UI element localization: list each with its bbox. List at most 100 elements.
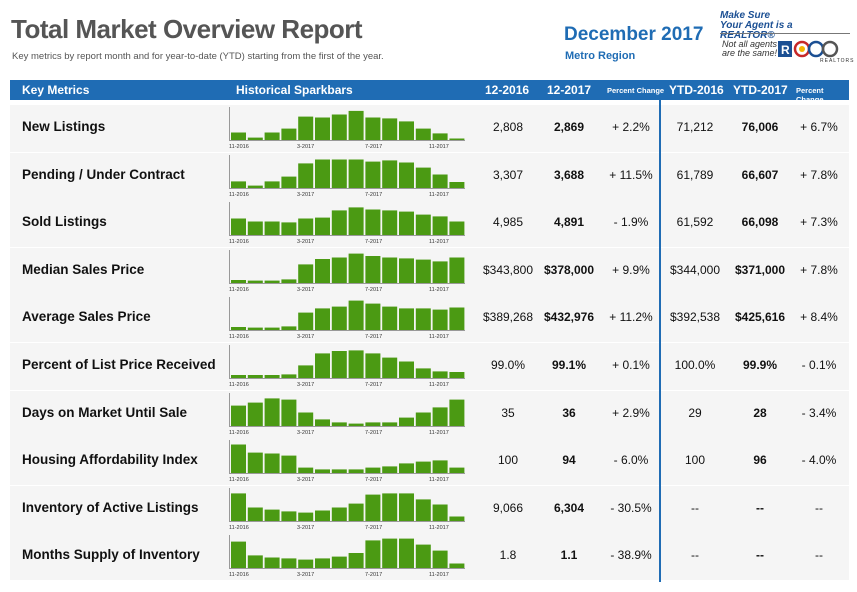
percent-change: + 11.2% — [609, 310, 653, 325]
value-12-2017: 1.1 — [560, 548, 578, 563]
sparkbar — [415, 128, 431, 140]
sparkbar — [365, 161, 381, 188]
table-row: Housing Affordability Index 100 94 - 6.0% 10… — [10, 438, 849, 486]
sparkbar — [315, 353, 330, 378]
sparkbar-tick-label: 7-2017 — [365, 287, 382, 292]
ytd-percent-change: -- — [815, 500, 823, 515]
percent-change: + 2.9% — [612, 405, 650, 420]
sparkbar — [315, 159, 330, 188]
sparkbar — [449, 257, 465, 283]
sparkbar — [281, 374, 297, 378]
sparkbar — [315, 217, 330, 236]
value-12-2016: $343,800 — [482, 262, 534, 277]
table-row: Average Sales Price $389,268 $432,976 + 11.… — [10, 295, 849, 343]
col-12-2016: 12-2016 — [485, 83, 530, 97]
value-ytd-2017: 66,607 — [741, 167, 779, 182]
sparkbar — [432, 309, 448, 331]
table-row: New Listings 2,808 2,869 + 2.2% 71,212 76,006… — [10, 105, 849, 152]
value-12-2017: 3,688 — [553, 167, 585, 182]
sparkbar-tick-label: 11-2016 — [229, 430, 249, 435]
sparkbar — [331, 421, 347, 426]
sparkbar-chart: 11-2016 3-2017 7-2017 11-2017 — [229, 154, 465, 197]
value-12-2017: 94 — [562, 453, 576, 468]
value-12-2016: 100 — [497, 453, 519, 468]
sparkbar — [348, 110, 364, 140]
sparkbar — [264, 375, 280, 378]
sparkbar — [331, 306, 347, 331]
sparkbar-tick-label: 7-2017 — [365, 572, 382, 577]
sparkbar — [298, 559, 314, 569]
value-ytd-2016: 100 — [684, 453, 706, 468]
value-12-2016: 3,307 — [492, 167, 524, 182]
sparkbar — [264, 557, 280, 569]
value-12-2017: $378,000 — [543, 262, 595, 277]
metric-name: Housing Affordability Index — [22, 452, 198, 468]
sparkbar — [281, 176, 297, 188]
sparkbar-tick-label: 7-2017 — [365, 477, 382, 482]
sparkbar — [449, 307, 465, 331]
sparkbar-chart: 11-2016 3-2017 7-2017 11-2017 — [229, 107, 465, 149]
sparkbar — [315, 510, 330, 521]
value-ytd-2017: -- — [756, 500, 764, 515]
sparkbar — [415, 368, 431, 378]
sparkbar-chart: 11-2016 3-2017 7-2017 11-2017 — [229, 487, 465, 530]
sparkbar — [348, 207, 364, 236]
sparkbar — [348, 300, 364, 331]
sparkbar-tick-label: 11-2016 — [229, 382, 249, 387]
sparkbar — [348, 503, 364, 521]
sparkbar-tick-label: 7-2017 — [365, 192, 382, 197]
sparkbar — [449, 399, 465, 426]
sparkbar — [264, 132, 280, 140]
value-12-2017: $432,976 — [543, 310, 595, 325]
sparkbar-tick-label: 3-2017 — [297, 430, 314, 435]
value-12-2017: 6,304 — [553, 500, 585, 515]
sparkbar — [399, 162, 414, 188]
sparkbar — [331, 351, 347, 378]
sparkbar-tick-label: 11-2016 — [229, 572, 249, 577]
sparkbar-chart: 11-2016 3-2017 7-2017 11-2017 — [229, 345, 465, 387]
col-ytd-percent-change: Percent Change — [796, 86, 824, 104]
sparkbar — [432, 371, 448, 378]
sparkbar-tick-label: 7-2017 — [365, 334, 382, 339]
sparkbar — [348, 553, 364, 569]
value-ytd-2017: -- — [756, 548, 764, 563]
metric-name: Pending / Under Contract — [22, 166, 185, 182]
sparkbar — [331, 257, 347, 283]
sparkbar — [247, 452, 263, 474]
sparkbar — [449, 138, 465, 140]
sparkbar — [315, 117, 330, 140]
sparkbar — [231, 541, 246, 569]
metric-name: Months Supply of Inventory — [22, 547, 200, 563]
metric-name: New Listings — [22, 119, 106, 134]
report-title: Total Market Overview Report — [11, 14, 363, 44]
sparkbar — [281, 455, 297, 474]
sparkbar — [399, 258, 414, 283]
sparkbar — [247, 402, 263, 426]
sparkbar — [264, 327, 280, 331]
sparkbar-chart: 11-2016 3-2017 7-2017 11-2017 — [229, 249, 465, 292]
value-ytd-2017: 66,098 — [741, 215, 779, 230]
ytd-percent-change: + 8.4% — [800, 310, 838, 325]
sparkbar — [365, 209, 381, 236]
sparkbar — [432, 174, 448, 188]
sparkbar — [231, 327, 246, 331]
sparkbar — [382, 306, 398, 331]
sparkbar — [315, 418, 330, 426]
sparkbar-tick-label: 11-2017 — [429, 192, 449, 197]
sparkbar — [449, 181, 465, 188]
metric-name: Sold Listings — [22, 214, 107, 230]
sparkbar-tick-label: 11-2017 — [429, 382, 449, 387]
sparkbar — [432, 406, 448, 426]
logo-org: REALTORS — [820, 58, 855, 64]
sparkbar — [348, 469, 364, 474]
sparkbar — [298, 312, 314, 331]
sparkbar — [432, 460, 448, 474]
sparkbar-tick-label: 3-2017 — [297, 382, 314, 387]
sparkbar-tick-label: 3-2017 — [297, 525, 314, 530]
sparkbar — [382, 493, 398, 521]
ytd-percent-change: -- — [815, 548, 823, 563]
value-ytd-2017: 99.9% — [742, 358, 778, 372]
sparkbar — [382, 118, 398, 140]
ytd-percent-change: + 7.8% — [800, 167, 838, 182]
col-sparkbars: Historical Sparkbars — [236, 83, 353, 97]
